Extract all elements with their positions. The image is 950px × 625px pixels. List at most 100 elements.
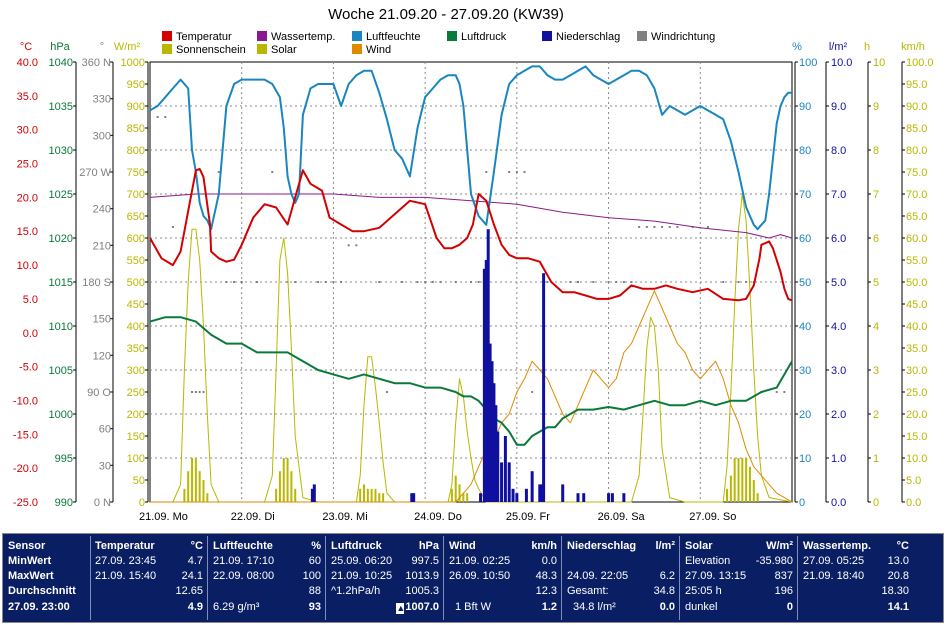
axis-tick-label: 0: [873, 497, 879, 509]
axis-tick-label: 5.0: [831, 277, 846, 289]
axis-tick-label: 3: [873, 365, 879, 377]
weather-chart: Woche 21.09.20 - 27.09.20 (KW39) Tempera…: [13, 6, 934, 523]
wind-direction-dot: [783, 391, 786, 393]
wind-direction-dot: [737, 281, 740, 283]
press-unit: hPa: [418, 540, 439, 552]
wind-line: [150, 290, 793, 503]
precipitation-bar: [484, 260, 488, 502]
sunshine-bar: [286, 458, 289, 502]
axis-tick-label: 300: [93, 130, 111, 142]
axis-tick-label: 8.0: [831, 145, 846, 157]
solar-current: 0: [786, 601, 793, 613]
legend-label: Luftdruck: [461, 31, 507, 43]
axis-tick-label: 5.0: [23, 294, 38, 306]
wind-direction-dot: [508, 171, 511, 173]
axis-tick-label: 650: [127, 211, 145, 223]
sunshine-bar: [466, 493, 469, 502]
precipitation-bar: [622, 493, 626, 502]
axis-8: km/h 100.0 95.0 90.0 85.0 80.0 75.0 70.0 65.0 60.…: [901, 41, 933, 509]
wind-direction-dot: [470, 281, 472, 283]
wind-direction-dot: [622, 281, 625, 283]
axis-tick-label: 30.0: [906, 365, 927, 377]
axis-tick-label: 4.0: [831, 321, 846, 333]
legend-swatch: [637, 31, 647, 41]
precipitation-bar: [530, 471, 534, 502]
axis-tick-label: 1000: [121, 57, 145, 69]
axis-tick-label: 550: [127, 255, 145, 267]
solar-max-time: 27.09. 13:15: [685, 570, 747, 582]
legend-swatch: [162, 31, 172, 41]
water-unit: °C: [896, 540, 909, 552]
wind-direction-dot: [745, 281, 748, 283]
axis-tick-label: 700: [127, 189, 145, 201]
rain-total-value: 34.8: [653, 585, 675, 597]
axis-tick-label: 330: [93, 94, 111, 106]
axis-unit: km/h: [901, 41, 925, 53]
rain-current: 0.0: [659, 601, 675, 613]
precipitation-bar: [486, 229, 490, 502]
axis-tick-label: 10: [799, 453, 811, 465]
wind-direction-dot: [385, 391, 388, 393]
sensor-column: Sensor MinWert MaxWert Durchschnitt 27.0…: [8, 534, 88, 622]
x-tick-label: 24.09. Do: [414, 511, 462, 523]
axis-3: ° 360 N 330 300 270 W 240 210 180 S 150 120 90 O 60…: [79, 41, 114, 509]
axis-tick-label: 240: [93, 204, 111, 216]
solar-unit: W/m²: [766, 540, 793, 552]
legend-swatch: [352, 31, 362, 41]
axis-tick-label: -25.0: [13, 497, 38, 509]
axis-tick-label: 55.0: [906, 255, 927, 267]
precipitation-bar: [482, 268, 486, 502]
temperature-column: Temperatur °C 27.09. 23:45 4.7 21.09. 15:4…: [95, 534, 203, 622]
press-max-value: 1013.9: [405, 570, 439, 582]
axis-tick-label: 80.0: [906, 145, 927, 157]
axis-tick-label: 2.0: [831, 409, 846, 421]
precipitation-bar: [479, 493, 483, 502]
axis-tick-label: 150: [93, 314, 111, 326]
axis-tick-label: 100: [799, 57, 817, 69]
solar-title: Solar: [685, 540, 713, 552]
precipitation-bar: [507, 462, 511, 502]
axis-tick-label: 40.0: [906, 321, 927, 333]
chart-legend: Temperatur Wassertemp. Luftfeuchte Luftdruc…: [162, 31, 715, 56]
axis-tick-label: 200: [127, 409, 145, 421]
precipitation-bar: [515, 493, 519, 502]
axis-tick-label: 30: [99, 460, 111, 472]
axis-tick-label: 35.0: [906, 343, 927, 355]
solar-column: Solar W/m² Elevation -35.980 27.09. 13:15 8…: [685, 534, 793, 622]
x-tick-label: 21.09. Mo: [139, 511, 188, 523]
axis-tick-label: 120: [93, 350, 111, 362]
precipitation-bar: [490, 361, 494, 502]
hum-max-value: 100: [302, 570, 321, 582]
current-time: 27.09. 23:00: [8, 601, 70, 613]
wind-direction-dot: [240, 281, 243, 283]
legend-item: Temperatur: [162, 31, 232, 43]
axis-unit: %: [792, 41, 802, 53]
solar-sunshine-hours: 25:05 h: [685, 585, 722, 597]
rain-max-time: 24.09. 22:05: [567, 570, 629, 582]
axis-tick-label: 1000: [49, 409, 73, 421]
axis-tick-label: 100.0: [906, 57, 934, 69]
x-tick-label: 27.09. So: [689, 511, 736, 523]
precipitation-bar: [540, 484, 544, 502]
axis-tick-label: 0: [139, 497, 145, 509]
axis-tick-label: 300: [127, 365, 145, 377]
axis-tick-label: 65.0: [906, 211, 927, 223]
axis-tick-label: 70.0: [906, 189, 927, 201]
hum-title: Luftfeuchte: [213, 540, 273, 552]
axis-tick-label: 25.0: [906, 387, 927, 399]
wind-title: Wind: [449, 540, 476, 552]
axis-tick-label: 900: [127, 101, 145, 113]
sunshine-bar: [737, 458, 740, 502]
axis-tick-label: 60: [799, 233, 811, 245]
axis-tick-label: 30.0: [17, 125, 38, 137]
axis-tick-label: 500: [127, 277, 145, 289]
press-trend: ^1.2hPa/h: [331, 585, 381, 597]
up-arrow-icon: ▲: [396, 603, 406, 614]
legend-swatch: [447, 31, 457, 41]
wind-max-value: 48.3: [535, 570, 557, 582]
x-tick-label: 23.09. Mi: [322, 511, 367, 523]
axis-tick-label: 1.0: [831, 453, 846, 465]
axis-tick-label: 95.0: [906, 79, 927, 91]
wind-direction-dot: [424, 281, 427, 283]
